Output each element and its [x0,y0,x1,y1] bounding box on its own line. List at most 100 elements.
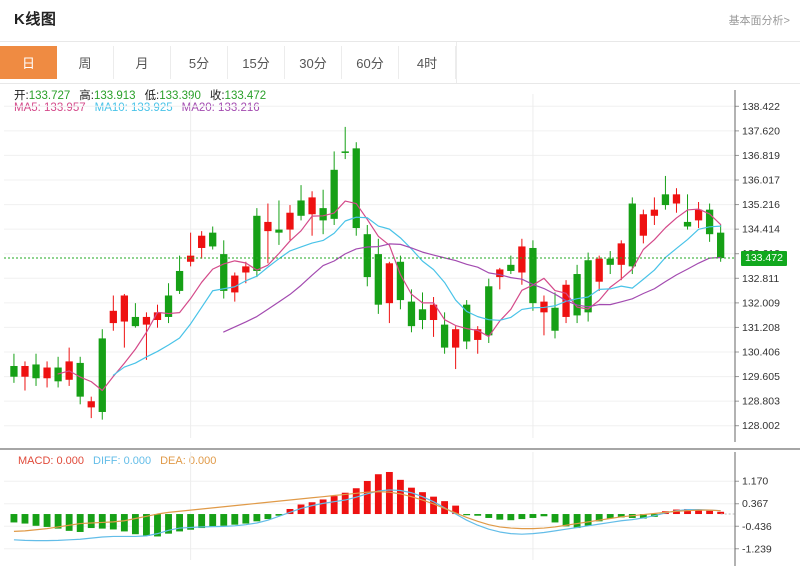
macd-bar [198,514,206,529]
period-tab-4[interactable]: 15分 [228,46,285,79]
candle[interactable] [672,188,681,213]
candle-body [363,234,371,278]
candle[interactable] [186,232,195,267]
candle[interactable] [683,194,692,230]
macd-bar [154,514,161,537]
candle[interactable] [352,142,360,236]
candle[interactable] [319,189,327,235]
candle[interactable] [87,396,95,419]
candle[interactable] [639,209,647,244]
candle-body [319,208,327,221]
candle[interactable] [98,329,106,420]
candle[interactable] [661,175,670,210]
candle[interactable] [485,278,493,344]
candle[interactable] [407,289,416,333]
candle[interactable] [705,203,714,242]
candle[interactable] [341,126,349,160]
macd-bar [617,514,625,518]
candle[interactable] [21,361,29,391]
period-tab-7[interactable]: 4时 [399,46,456,79]
macd-bar [573,514,581,529]
candle[interactable] [242,261,250,284]
candle[interactable] [650,197,659,225]
candle[interactable] [518,238,526,285]
macd-bar [319,499,327,515]
candle-body [153,312,162,321]
candle[interactable] [65,347,73,386]
candle[interactable] [164,283,173,324]
candle[interactable] [43,361,51,388]
period-tab-6[interactable]: 60分 [342,46,399,79]
candle[interactable] [297,185,305,221]
candle[interactable] [617,240,625,281]
candle[interactable] [440,312,449,354]
candle-body [407,301,416,327]
candle[interactable] [264,203,272,264]
candle[interactable] [120,293,129,348]
candle-body [198,235,206,248]
period-tab-3[interactable]: 5分 [171,46,228,79]
candle[interactable] [595,255,603,291]
dea-value-legend: DEA: 0.000 [160,455,217,467]
macd-bar [474,514,482,516]
candle-body [628,203,636,267]
price-chart-svg[interactable]: 138.422 137.620 136.819 136.017 135.216 134.4… [0,88,800,445]
price-axis-label: 129.605 [742,371,780,383]
candle[interactable] [573,264,581,324]
candle[interactable] [131,303,140,328]
candle[interactable] [209,226,217,250]
candle[interactable] [76,356,84,405]
candle[interactable] [551,292,559,339]
candle[interactable] [418,292,427,330]
macd-axis-label: -0.436 [742,521,772,533]
macd-chart-pane[interactable]: 1.170 0.367 -0.436 -1.239 [0,448,800,569]
candle[interactable] [507,255,515,275]
candle[interactable] [396,255,405,310]
candle[interactable] [32,353,40,386]
candle[interactable] [496,267,504,290]
candle[interactable] [717,224,725,262]
price-chart-pane[interactable]: 138.422 137.620 136.819 136.017 135.216 134.4… [0,88,800,445]
period-tab-1[interactable]: 周 [57,46,114,79]
candle[interactable] [540,295,548,336]
candle-body [308,197,316,215]
period-tab-0[interactable]: 日 [0,46,57,79]
candle[interactable] [275,200,283,245]
macd-chart-svg[interactable]: 1.170 0.367 -0.436 -1.239 [0,448,800,569]
candle[interactable] [584,252,592,322]
candle[interactable] [10,353,18,383]
macd-bar [430,496,437,515]
macd-bar [684,508,691,515]
macd-bar [463,514,471,516]
candle-body [683,221,692,227]
period-tab-label: 月 [135,56,149,71]
candle-body [639,214,647,236]
candle[interactable] [175,255,184,294]
candle[interactable] [308,191,316,236]
candle[interactable] [694,201,703,229]
candle-body [650,209,659,216]
candle[interactable] [153,304,162,328]
candle[interactable] [253,208,261,278]
candle[interactable] [142,312,151,360]
candle[interactable] [54,356,62,388]
macd-bar [176,514,183,532]
candle[interactable] [606,251,614,275]
macd-bar [308,502,316,515]
candle[interactable] [109,295,117,331]
candle[interactable] [286,205,294,241]
open-value: 133.727 [28,90,71,102]
candle[interactable] [529,240,537,311]
candle[interactable] [463,300,471,350]
period-tab-2[interactable]: 月 [114,46,171,79]
fundamental-analysis-link[interactable]: 基本面分析> [728,15,790,27]
candle-body [418,309,427,321]
period-tab-5[interactable]: 30分 [285,46,342,79]
candle[interactable] [374,238,382,314]
candle[interactable] [363,224,371,287]
candle[interactable] [385,261,394,324]
candle[interactable] [198,231,206,259]
candle[interactable] [628,197,636,275]
open-label: 开: [14,90,29,102]
candle[interactable] [451,326,460,370]
